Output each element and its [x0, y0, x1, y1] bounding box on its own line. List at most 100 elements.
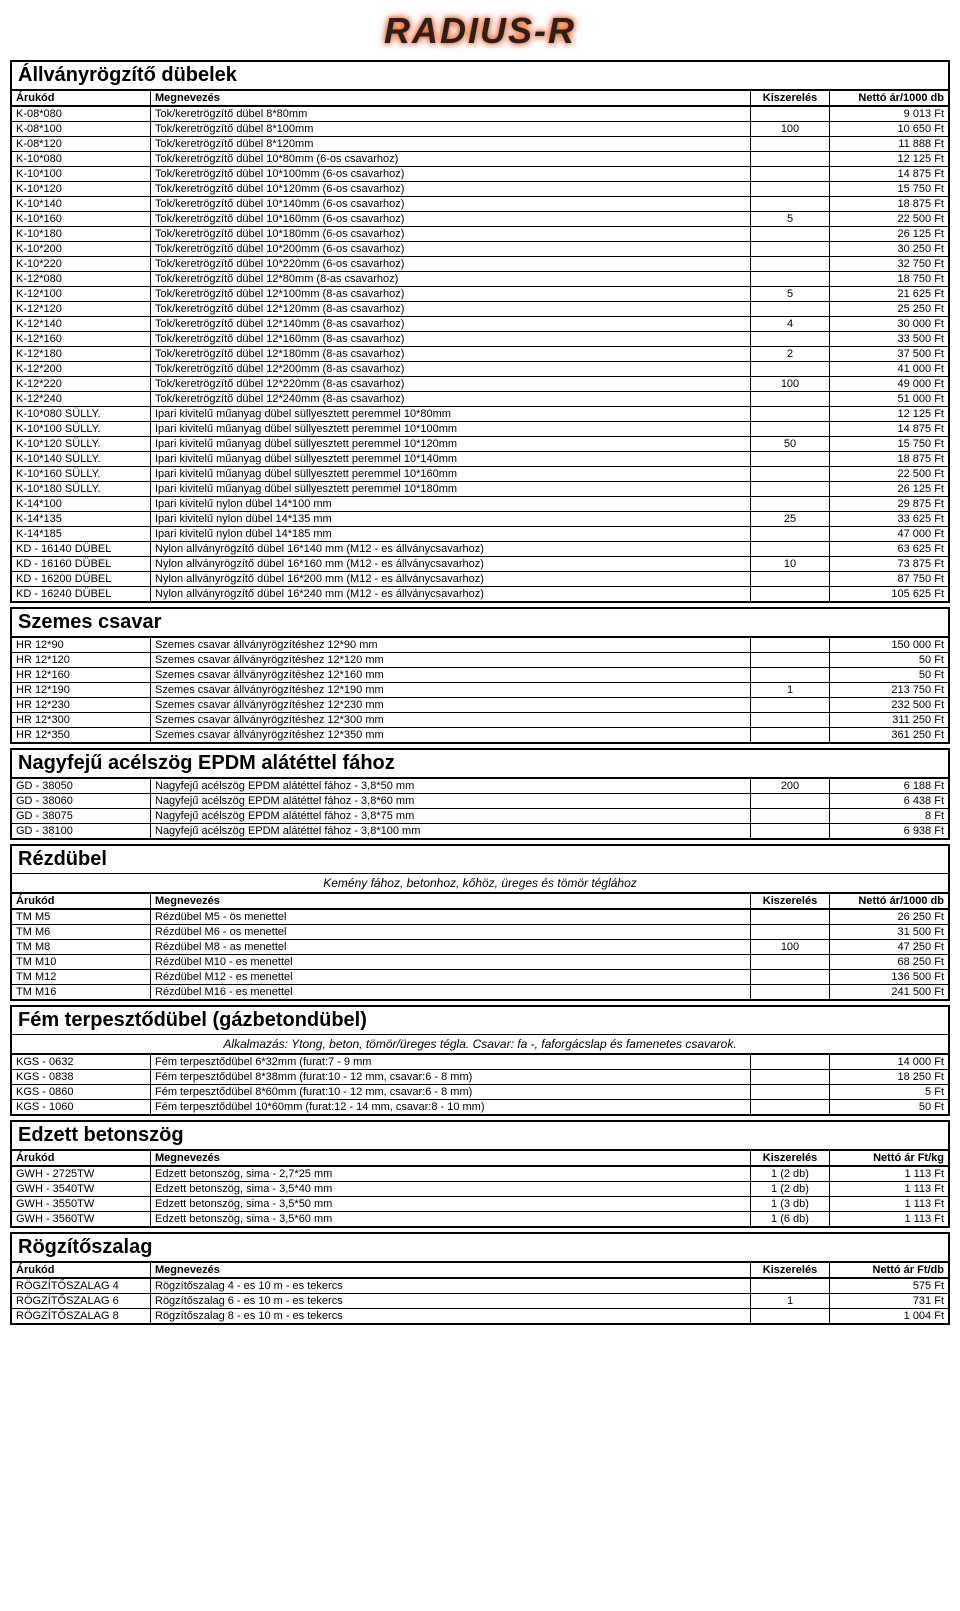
column-header: Árukód [11, 1150, 151, 1166]
table-row: TM M8Rézdübel M8 - as menettel10047 250 … [11, 940, 949, 955]
table-cell: Tok/keretrögzítő dübel 10*100mm (6-os cs… [151, 167, 751, 182]
table-cell: Tok/keretrögzítő dübel 12*200mm (8-as cs… [151, 362, 751, 377]
table-cell [751, 257, 830, 272]
table-cell: Tok/keretrögzítő dübel 8*120mm [151, 137, 751, 152]
column-header: Nettó ár/1000 db [830, 893, 950, 909]
table-row: K-10*140 SÜLLY.Ipari kivitelű műanyag dü… [11, 452, 949, 467]
table-cell [751, 272, 830, 287]
table-cell [751, 542, 830, 557]
table-cell: 731 Ft [830, 1294, 950, 1309]
table-cell: 5 [751, 287, 830, 302]
table-cell: 26 125 Ft [830, 227, 950, 242]
table-cell [751, 167, 830, 182]
table-cell: Nylon allványrögzítő dübel 16*200 mm (M1… [151, 572, 751, 587]
table-cell: Rögzítőszalag 4 - es 10 m - es tekercs [151, 1278, 751, 1294]
table-cell: 213 750 Ft [830, 683, 950, 698]
table-row: KD - 16140 DÜBELNylon allványrögzítő düb… [11, 542, 949, 557]
table-cell: Szemes csavar állványrögzítéshez 12*230 … [151, 698, 751, 713]
table-cell: Nagyfejű acélszög EPDM alátéttel fához -… [151, 778, 751, 794]
table-row: GD - 38060Nagyfejű acélszög EPDM alátétt… [11, 794, 949, 809]
table-row: GWH - 3560TWEdzett betonszög, sima - 3,5… [11, 1212, 949, 1228]
table-row: K-12*120Tok/keretrögzítő dübel 12*120mm … [11, 302, 949, 317]
column-header: Kiszerelés [751, 90, 830, 106]
table-row: KGS - 0860Fém terpesztődübel 8*60mm (fur… [11, 1085, 949, 1100]
table-cell: Ipari kivitelű nylon dübel 14*100 mm [151, 497, 751, 512]
table-cell: 50 Ft [830, 653, 950, 668]
table-row: KD - 16160 DÜBELNylon allványrögzítő düb… [11, 557, 949, 572]
table-row: GWH - 2725TWEdzett betonszög, sima - 2,7… [11, 1166, 949, 1182]
table-cell: K-12*080 [11, 272, 151, 287]
table-cell [751, 1085, 830, 1100]
table-cell: 1 113 Ft [830, 1197, 950, 1212]
table-cell: 100 [751, 377, 830, 392]
table-cell: Rézdübel M6 - os menettel [151, 925, 751, 940]
table-cell: 49 000 Ft [830, 377, 950, 392]
table-cell: 200 [751, 778, 830, 794]
table-cell: K-10*080 SÜLLY. [11, 407, 151, 422]
table-cell: Tok/keretrögzítő dübel 12*120mm (8-as cs… [151, 302, 751, 317]
table-cell: Szemes csavar állványrögzítéshez 12*120 … [151, 653, 751, 668]
table-cell: Nylon allványrögzítő dübel 16*140 mm (M1… [151, 542, 751, 557]
table-cell: Fém terpesztődübel 8*38mm (furat:10 - 12… [151, 1070, 751, 1085]
table-cell: 14 875 Ft [830, 167, 950, 182]
table-cell: Ipari kivitelű nylon dübel 14*185 mm [151, 527, 751, 542]
column-header: Árukód [11, 893, 151, 909]
table-cell: 10 [751, 557, 830, 572]
table-row: KGS - 1060Fém terpesztődübel 10*60mm (fu… [11, 1100, 949, 1116]
table-cell [751, 227, 830, 242]
table-cell: K-10*160 SÜLLY. [11, 467, 151, 482]
table-cell: 311 250 Ft [830, 713, 950, 728]
table-row: K-08*080Tok/keretrögzítő dübel 8*80mm9 0… [11, 106, 949, 122]
table-cell: Tok/keretrögzítő dübel 8*80mm [151, 106, 751, 122]
table-cell: HR 12*120 [11, 653, 151, 668]
table-cell: K-10*140 SÜLLY. [11, 452, 151, 467]
table-cell [751, 452, 830, 467]
table-cell [751, 713, 830, 728]
column-header: Nettó ár Ft/db [830, 1262, 950, 1278]
table-row: K-12*080Tok/keretrögzítő dübel 12*80mm (… [11, 272, 949, 287]
table-cell: 50 [751, 437, 830, 452]
table-cell: KD - 16140 DÜBEL [11, 542, 151, 557]
table-cell: GD - 38060 [11, 794, 151, 809]
table-cell: K-10*140 [11, 197, 151, 212]
table-cell: K-10*100 SÜLLY. [11, 422, 151, 437]
table-cell: Nagyfejű acélszög EPDM alátéttel fához -… [151, 824, 751, 840]
column-header: Árukód [11, 90, 151, 106]
table-cell: Edzett betonszög, sima - 3,5*40 mm [151, 1182, 751, 1197]
table-cell: 51 000 Ft [830, 392, 950, 407]
table-cell: Fém terpesztődübel 10*60mm (furat:12 - 1… [151, 1100, 751, 1116]
table-cell: K-10*120 SÜLLY. [11, 437, 151, 452]
table-cell: 18 875 Ft [830, 197, 950, 212]
table-cell [751, 587, 830, 603]
table-cell: 22 500 Ft [830, 467, 950, 482]
table-cell: Ipari kivitelű műanyag dübel süllyesztet… [151, 452, 751, 467]
table-cell [751, 106, 830, 122]
column-header: Kiszerelés [751, 893, 830, 909]
price-table: KGS - 0632Fém terpesztődübel 6*32mm (fur… [10, 1053, 950, 1116]
table-cell: RÖGZÍTŐSZALAG 6 [11, 1294, 151, 1309]
table-cell: 105 625 Ft [830, 587, 950, 603]
table-cell: KGS - 0860 [11, 1085, 151, 1100]
table-cell: Tok/keretrögzítő dübel 12*220mm (8-as cs… [151, 377, 751, 392]
table-cell: 68 250 Ft [830, 955, 950, 970]
table-cell: 241 500 Ft [830, 985, 950, 1001]
table-cell: Rézdübel M8 - as menettel [151, 940, 751, 955]
table-row: HR 12*120Szemes csavar állványrögzítéshe… [11, 653, 949, 668]
table-cell: 1 113 Ft [830, 1182, 950, 1197]
table-row: K-10*140Tok/keretrögzítő dübel 10*140mm … [11, 197, 949, 212]
table-cell [751, 497, 830, 512]
table-cell: GD - 38100 [11, 824, 151, 840]
table-cell: K-12*120 [11, 302, 151, 317]
table-cell: HR 12*190 [11, 683, 151, 698]
table-row: K-10*220Tok/keretrögzítő dübel 10*220mm … [11, 257, 949, 272]
table-cell: KD - 16200 DÜBEL [11, 572, 151, 587]
table-cell: HR 12*160 [11, 668, 151, 683]
table-cell [751, 653, 830, 668]
table-cell: GD - 38050 [11, 778, 151, 794]
table-row: K-10*120 SÜLLY.Ipari kivitelű műanyag dü… [11, 437, 949, 452]
table-cell [751, 1054, 830, 1070]
table-cell: RÖGZÍTŐSZALAG 4 [11, 1278, 151, 1294]
table-cell: 29 875 Ft [830, 497, 950, 512]
table-row: K-12*180Tok/keretrögzítő dübel 12*180mm … [11, 347, 949, 362]
table-cell: Ipari kivitelű műanyag dübel süllyesztet… [151, 437, 751, 452]
